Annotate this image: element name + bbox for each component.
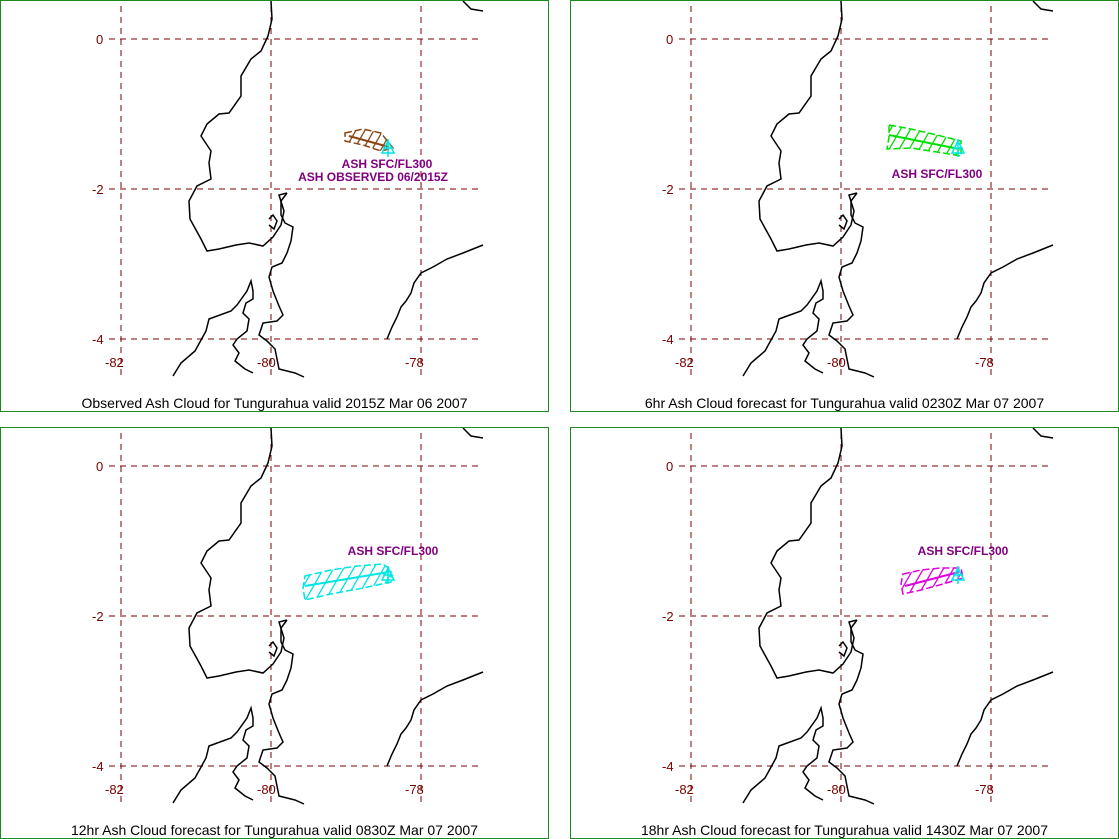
ash-height-label: ASH SFC/FL300 <box>348 544 439 558</box>
lon-label-minus78: -78 <box>975 782 994 797</box>
ash-cloud <box>886 124 962 157</box>
volcano-marker-icon <box>950 139 966 157</box>
panel-caption: 12hr Ash Cloud forecast for Tungurahua v… <box>70 822 479 838</box>
map-panel-18hr: 0 -2 -4 -82 -80 -78 ASH SFC/FL300 18hr A… <box>570 427 1119 839</box>
lat-label-minus2: -2 <box>662 182 674 197</box>
map-panel-6hr: 0 -2 -4 -82 -80 -78 ASH SFC/FL300 6hr As… <box>570 0 1119 412</box>
map-canvas: 0 -2 -4 -82 -80 -78 ASH SFC/FL300 <box>662 1 1054 378</box>
lat-lon-grid <box>109 6 483 376</box>
lat-label-minus2: -2 <box>92 609 104 624</box>
ash-height-label: ASH SFC/FL300 <box>342 157 433 171</box>
lat-label-0: 0 <box>666 32 673 47</box>
panel-caption: 6hr Ash Cloud forecast for Tungurahua va… <box>644 395 1045 411</box>
lat-label-minus4: -4 <box>92 759 104 774</box>
lat-label-minus2: -2 <box>662 609 674 624</box>
volcano-marker-icon <box>950 566 966 584</box>
map-canvas: 0 -2 -4 -82 -80 -78 ASH SFC/FL300 <box>92 428 484 805</box>
ash-observed-label: ASH OBSERVED 06/2015Z <box>298 170 448 184</box>
map-canvas: 0 -2 -4 -82 -80 -78 ASH SFC/FL300 <box>662 428 1054 805</box>
volcano-marker-icon <box>380 139 396 157</box>
lon-label-minus80: -80 <box>257 355 276 370</box>
lat-label-minus2: -2 <box>92 182 104 197</box>
lat-lon-grid <box>679 433 1053 803</box>
volcano-marker-icon <box>380 566 396 584</box>
lat-lon-grid <box>679 6 1053 376</box>
map-panel-12hr: 0 -2 -4 -82 -80 -78 ASH SFC/FL300 12hr A… <box>0 427 549 839</box>
lon-label-minus80: -80 <box>827 782 846 797</box>
ash-height-label: ASH SFC/FL300 <box>918 544 1009 558</box>
lat-label-minus4: -4 <box>662 759 674 774</box>
lat-label-0: 0 <box>666 459 673 474</box>
lon-label-minus80: -80 <box>257 782 276 797</box>
lon-label-minus82: -82 <box>105 782 124 797</box>
lon-label-minus78: -78 <box>975 355 994 370</box>
coastline <box>172 1 484 378</box>
map-canvas: 0 -2 -4 -82 -80 -78 ASH SFC/FL300 ASH OB… <box>92 1 484 378</box>
lon-label-minus78: -78 <box>405 355 424 370</box>
coastline <box>172 428 484 805</box>
lon-label-minus82: -82 <box>105 355 124 370</box>
lat-label-0: 0 <box>96 459 103 474</box>
coastline <box>742 428 1054 805</box>
lon-label-minus82: -82 <box>675 782 694 797</box>
ash-height-label: ASH SFC/FL300 <box>892 167 983 181</box>
lat-label-0: 0 <box>96 32 103 47</box>
lon-label-minus82: -82 <box>675 355 694 370</box>
lat-lon-grid <box>109 433 483 803</box>
panel-caption: Observed Ash Cloud for Tungurahua valid … <box>81 395 468 411</box>
lat-label-minus4: -4 <box>92 332 104 347</box>
coastline <box>742 1 1054 378</box>
map-panel-observed: 0 -2 -4 -82 -80 -78 ASH SFC/FL300 ASH OB… <box>0 0 549 412</box>
lat-label-minus4: -4 <box>662 332 674 347</box>
panel-caption: 18hr Ash Cloud forecast for Tungurahua v… <box>640 822 1049 838</box>
lon-label-minus80: -80 <box>827 355 846 370</box>
lon-label-minus78: -78 <box>405 782 424 797</box>
